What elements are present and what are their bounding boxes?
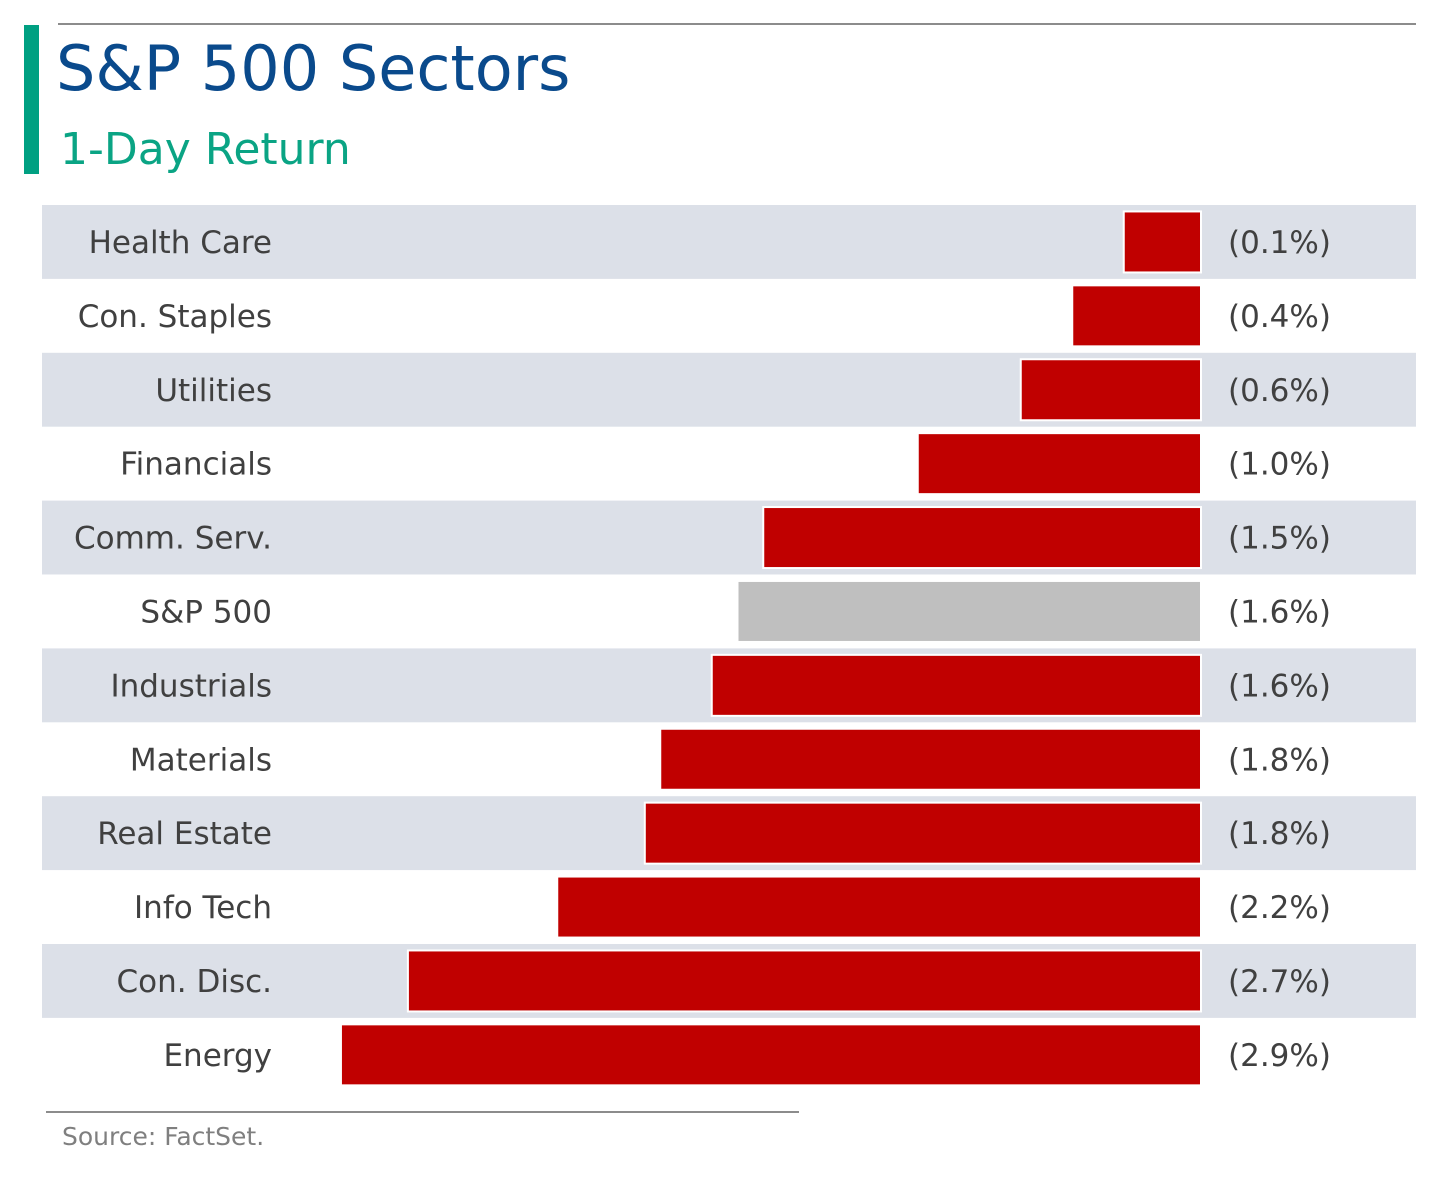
category-label-s-p-500: S&P 500 xyxy=(140,594,272,630)
bar-materials xyxy=(659,727,1202,791)
chart-title: S&P 500 Sectors xyxy=(56,32,571,105)
value-label-energy: (2.9%) xyxy=(1228,1038,1331,1074)
category-label-con-disc: Con. Disc. xyxy=(117,964,273,1000)
accent-bar xyxy=(24,25,39,174)
top-rule xyxy=(58,23,1416,25)
category-label-energy: Energy xyxy=(163,1038,272,1074)
category-label-industrials: Industrials xyxy=(110,668,272,704)
category-label-con-staples: Con. Staples xyxy=(78,299,272,335)
bar-comm-serv xyxy=(762,506,1202,570)
category-label-health-care: Health Care xyxy=(89,225,272,261)
value-label-industrials: (1.6%) xyxy=(1228,668,1331,704)
bar-energy xyxy=(339,1023,1202,1087)
value-label-health-care: (0.1%) xyxy=(1228,225,1331,261)
category-label-utilities: Utilities xyxy=(155,373,272,409)
bars xyxy=(339,210,1202,1087)
bar-health-care xyxy=(1122,210,1202,274)
bar-info-tech xyxy=(556,875,1202,939)
value-label-con-disc: (2.7%) xyxy=(1228,964,1331,1000)
bottom-rule xyxy=(46,1111,799,1113)
value-label-s-p-500: (1.6%) xyxy=(1228,594,1331,630)
bar-real-estate xyxy=(643,801,1202,865)
bar-financials xyxy=(916,432,1202,496)
value-label-comm-serv: (1.5%) xyxy=(1228,521,1331,557)
value-label-financials: (1.0%) xyxy=(1228,447,1331,483)
bar-con-disc xyxy=(406,949,1202,1013)
value-label-materials: (1.8%) xyxy=(1228,742,1331,778)
value-label-info-tech: (2.2%) xyxy=(1228,890,1331,926)
value-label-con-staples: (0.4%) xyxy=(1228,299,1331,335)
value-label-real-estate: (1.8%) xyxy=(1228,816,1331,852)
bar-s-p-500 xyxy=(736,579,1202,643)
category-labels: Health Care Con. Staples Utilities Financia… xyxy=(74,225,272,1074)
bar-industrials xyxy=(710,653,1202,717)
category-label-materials: Materials xyxy=(130,742,272,778)
bar-utilities xyxy=(1019,358,1202,422)
chart-subtitle: 1-Day Return xyxy=(60,124,351,175)
category-label-real-estate: Real Estate xyxy=(97,816,272,852)
category-label-comm-serv: Comm. Serv. xyxy=(74,521,272,557)
category-label-info-tech: Info Tech xyxy=(134,890,272,926)
value-label-utilities: (0.6%) xyxy=(1228,373,1331,409)
bar-con-staples xyxy=(1071,284,1202,348)
value-labels: (0.1%) (0.4%) (0.6%) (1.0%) (1.5%) (1.6%) (1.6… xyxy=(1228,225,1331,1074)
category-label-financials: Financials xyxy=(120,447,272,483)
source-note: Source: FactSet. xyxy=(62,1122,265,1151)
